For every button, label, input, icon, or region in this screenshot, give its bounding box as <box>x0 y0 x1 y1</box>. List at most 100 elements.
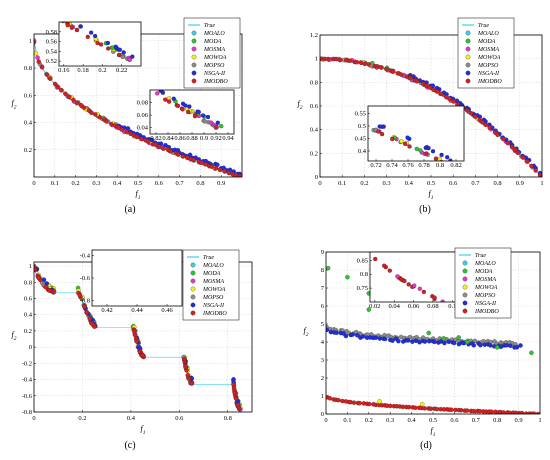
x-tick-label: 0.78 <box>418 162 429 169</box>
y-axis-label: f2 <box>12 99 17 111</box>
legend-label: MOPSO <box>203 63 225 69</box>
x-tick-label: 0.4 <box>113 180 122 187</box>
legend-label: MOSMA <box>203 47 225 53</box>
point-imodbo <box>52 81 58 87</box>
point-mowoa <box>34 50 39 56</box>
point-imodbo <box>82 304 87 309</box>
y-tick-label: 0.6 <box>24 295 33 302</box>
inset-point-mosma <box>119 209 123 213</box>
inset-point-mopso <box>152 222 156 226</box>
inset-point-nsga-ii <box>405 135 410 140</box>
y-tick-label: -0.8 <box>80 297 90 304</box>
point-imodbo <box>357 400 362 406</box>
inset-frame <box>58 21 142 67</box>
inset-point-mopso <box>109 202 113 206</box>
point-nsga-ii <box>446 339 452 344</box>
legend-marker <box>191 70 197 76</box>
y-tick-label: 0.04 <box>137 125 149 132</box>
inset-point-mowoa <box>105 196 109 200</box>
point-imodbo <box>226 170 231 176</box>
point-nsga-ii <box>396 338 401 344</box>
inset-point-mosma <box>155 91 160 96</box>
inset-point-nsga-ii <box>445 155 450 160</box>
inset-point-nsga-ii <box>196 109 201 115</box>
point-imodbo <box>359 60 364 66</box>
point-imodbo <box>464 408 470 413</box>
legend: True MOALO MODA MOSMA MOWOA MOPSO NSGA-II IMODB… <box>183 17 241 89</box>
y-tick-label: 0 <box>315 174 318 181</box>
x-tick-label: 1 <box>540 180 543 187</box>
inset-point-imodbo <box>111 203 115 207</box>
point-moda <box>345 274 350 280</box>
point-mowoa <box>420 401 425 407</box>
point-moda <box>529 350 534 356</box>
legend-label: MOSMA <box>477 47 499 53</box>
inset-point-imodbo <box>192 114 198 119</box>
point-imodbo <box>156 144 162 149</box>
y-tick-label: 0.5 <box>358 123 366 130</box>
point-imodbo <box>483 122 488 128</box>
inset-point-mosma <box>140 219 144 223</box>
legend-marker <box>190 270 196 276</box>
point-imodbo <box>213 165 219 171</box>
legend-label: MOALO <box>474 261 496 267</box>
panel-caption: (b) <box>419 204 431 215</box>
legend-marker <box>190 302 196 308</box>
point-moda <box>465 339 470 345</box>
legend-marker <box>465 46 471 52</box>
x-tick-label: 0.2 <box>72 180 80 187</box>
y-tick-label: -0.2 <box>22 360 32 367</box>
legend-label: NSGA-II <box>202 303 225 309</box>
inset-point-nsga-ii <box>160 90 166 95</box>
inset-point-moda <box>160 223 164 227</box>
point-imodbo <box>168 149 173 154</box>
inset-point-imodbo <box>406 282 411 287</box>
y-tick-label: 0 <box>29 344 32 351</box>
point-nsga-ii <box>488 343 493 348</box>
inset-point-imodbo <box>117 208 121 212</box>
inset-point-mosma <box>101 192 105 196</box>
point-imodbo <box>119 127 125 132</box>
legend-label: MODA <box>477 39 496 45</box>
x-tick-label: 0.82 <box>150 135 161 142</box>
point-imodbo <box>90 322 95 327</box>
x-tick-label: 0.22 <box>116 67 127 74</box>
y-tick-label: 1 <box>29 38 32 45</box>
y-tick-label: 0.75 <box>357 285 368 292</box>
point-nsga-ii <box>518 343 523 348</box>
point-moda <box>326 265 331 271</box>
inset-plot: 0.02 0.04 0.06 0.08 0.1 0.75 0.8 0.85 <box>357 251 463 310</box>
point-imodbo <box>336 397 341 403</box>
y-tick-label: 0.8 <box>24 279 32 286</box>
point-imodbo <box>175 152 181 157</box>
inset-point-mosma <box>127 57 132 62</box>
inset-point-imodbo <box>402 141 408 146</box>
inset-point-nsga-ii <box>171 96 176 101</box>
legend-marker <box>191 62 197 68</box>
inset-point-nsga-ii <box>111 196 115 200</box>
y-tick-label: 1 <box>29 263 32 270</box>
point-imodbo <box>471 408 477 414</box>
legend: True MOALO MODA MOSMA MOWOA MOPSO NSGA-II IMODB… <box>182 249 240 321</box>
legend-marker <box>190 262 196 268</box>
legend-marker <box>465 30 471 36</box>
inset-point-imodbo <box>186 109 191 115</box>
y-tick-label: 0.4 <box>310 127 319 134</box>
inset-point-nsga-ii <box>163 215 167 219</box>
point-imodbo <box>512 147 518 153</box>
point-imodbo <box>338 57 343 63</box>
point-nsga-ii <box>478 342 483 348</box>
legend-marker <box>465 70 471 76</box>
x-tick-label: 0.02 <box>369 303 380 310</box>
inset-point-imodbo <box>387 268 392 273</box>
x-axis-label-subscript: 1 <box>431 195 434 201</box>
point-imodbo <box>36 59 41 64</box>
y-axis-label: f2 <box>12 330 17 342</box>
inset-point-nsga-ii <box>183 103 188 108</box>
x-tick-label: 0.08 <box>427 303 438 310</box>
y-tick-label: 3 <box>321 357 324 364</box>
inset-point-nsga-ii <box>105 40 111 46</box>
point-imodbo <box>39 65 45 70</box>
x-tick-label: 0.1 <box>448 303 456 310</box>
y-tick-label: -0.6 <box>80 275 91 282</box>
